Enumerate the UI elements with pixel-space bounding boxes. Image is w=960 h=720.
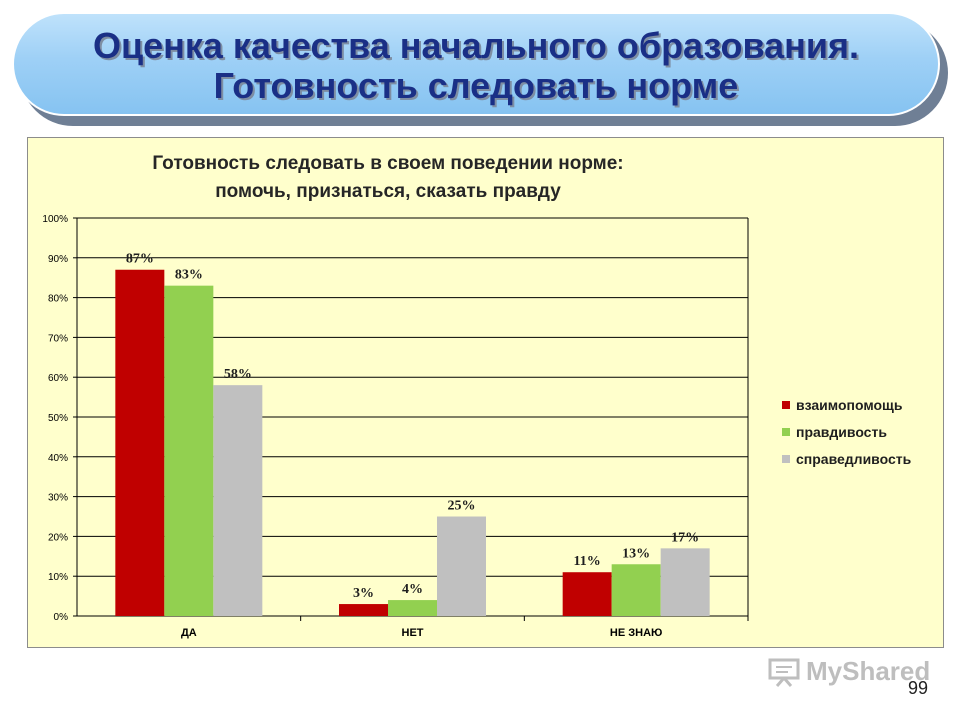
x-category-label: НЕТ: [402, 627, 424, 639]
legend-item-spravedlivost: справедливость: [782, 445, 911, 472]
y-tick-label: 70%: [48, 333, 68, 344]
bar-chart: 0% 10% 20% 30% 40% 50% 60% 70% 80% 90% 100% 87% 83% 5…: [42, 214, 749, 639]
legend-item-pravdivost: правдивость: [782, 418, 911, 445]
title-banner: Оценка качества начального образования. …: [12, 12, 940, 116]
y-tick-label: 50%: [48, 413, 68, 424]
bar: [437, 516, 486, 616]
data-label: 17%: [671, 530, 699, 545]
page-number: 99: [908, 678, 929, 698]
bar: [339, 604, 388, 616]
legend-label: правдивость: [796, 423, 887, 440]
legend-swatch-red: [782, 400, 790, 409]
watermark-text: MyShared: [806, 656, 931, 686]
chart-panel: Готовность следовать в своем поведении н…: [27, 137, 944, 648]
slide-title-line2: Готовность следовать норме: [213, 65, 739, 106]
watermark-logo: MyShared: [768, 656, 930, 687]
legend-swatch-gray: [782, 454, 790, 463]
legend-label: взаимопомощь: [796, 396, 903, 413]
bar: [611, 564, 661, 616]
y-tick-label: 80%: [48, 294, 68, 305]
y-tick-label: 10%: [48, 572, 68, 583]
slide-title-line1: Оценка качества начального образования.: [92, 25, 860, 66]
data-label: 13%: [622, 546, 650, 561]
y-tick-label: 40%: [48, 453, 68, 464]
legend-label: справедливость: [796, 450, 912, 467]
data-label: 58%: [224, 367, 252, 382]
chart-legend: взаимопомощь правдивость справедливость: [782, 391, 911, 472]
legend-swatch-green: [782, 427, 790, 436]
data-label: 4%: [402, 582, 423, 597]
x-category-label: ДА: [181, 627, 197, 639]
bar: [164, 285, 214, 616]
y-tick-label: 0%: [54, 612, 69, 623]
y-tick-label: 90%: [48, 254, 68, 265]
data-label: 87%: [126, 252, 154, 267]
data-label: 25%: [448, 499, 476, 514]
y-tick-label: 100%: [42, 214, 68, 225]
x-category-label: НЕ ЗНАЮ: [610, 627, 662, 639]
bar: [660, 548, 710, 616]
y-tick-label: 60%: [48, 373, 68, 384]
bar: [388, 600, 437, 616]
chart-title: Готовность следовать в своем поведении н…: [28, 150, 748, 206]
data-label: 11%: [574, 554, 601, 569]
legend-item-vzaimopomoshch: взаимопомощь: [782, 391, 911, 418]
bar: [115, 269, 165, 616]
chart-title-line1: Готовность следовать в своем поведении н…: [152, 153, 624, 174]
chart-title-line2: помочь, признаться, сказать правду: [215, 181, 561, 202]
presentation-icon: [768, 658, 800, 687]
y-tick-label: 20%: [48, 532, 68, 543]
data-label: 83%: [175, 268, 203, 283]
bar: [562, 572, 612, 616]
bar: [213, 385, 263, 616]
y-tick-label: 30%: [48, 493, 68, 504]
data-label: 3%: [353, 586, 374, 601]
